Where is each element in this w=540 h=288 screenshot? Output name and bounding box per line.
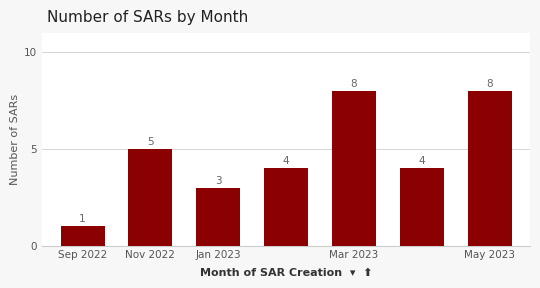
Bar xyxy=(60,226,105,246)
Text: 8: 8 xyxy=(350,79,357,89)
Text: 5: 5 xyxy=(147,137,154,147)
Bar xyxy=(468,91,511,246)
Bar xyxy=(129,149,172,246)
Text: 4: 4 xyxy=(283,156,289,166)
Bar xyxy=(196,188,240,246)
Y-axis label: Number of SARs: Number of SARs xyxy=(10,94,20,185)
Bar xyxy=(264,168,308,246)
Text: 8: 8 xyxy=(486,79,493,89)
Text: 3: 3 xyxy=(215,176,221,186)
Text: Number of SARs by Month: Number of SARs by Month xyxy=(47,10,248,25)
Bar xyxy=(332,91,376,246)
Text: 1: 1 xyxy=(79,215,86,224)
Bar xyxy=(400,168,444,246)
Text: 4: 4 xyxy=(418,156,425,166)
X-axis label: Month of SAR Creation  ▾  ⬆: Month of SAR Creation ▾ ⬆ xyxy=(200,268,373,278)
